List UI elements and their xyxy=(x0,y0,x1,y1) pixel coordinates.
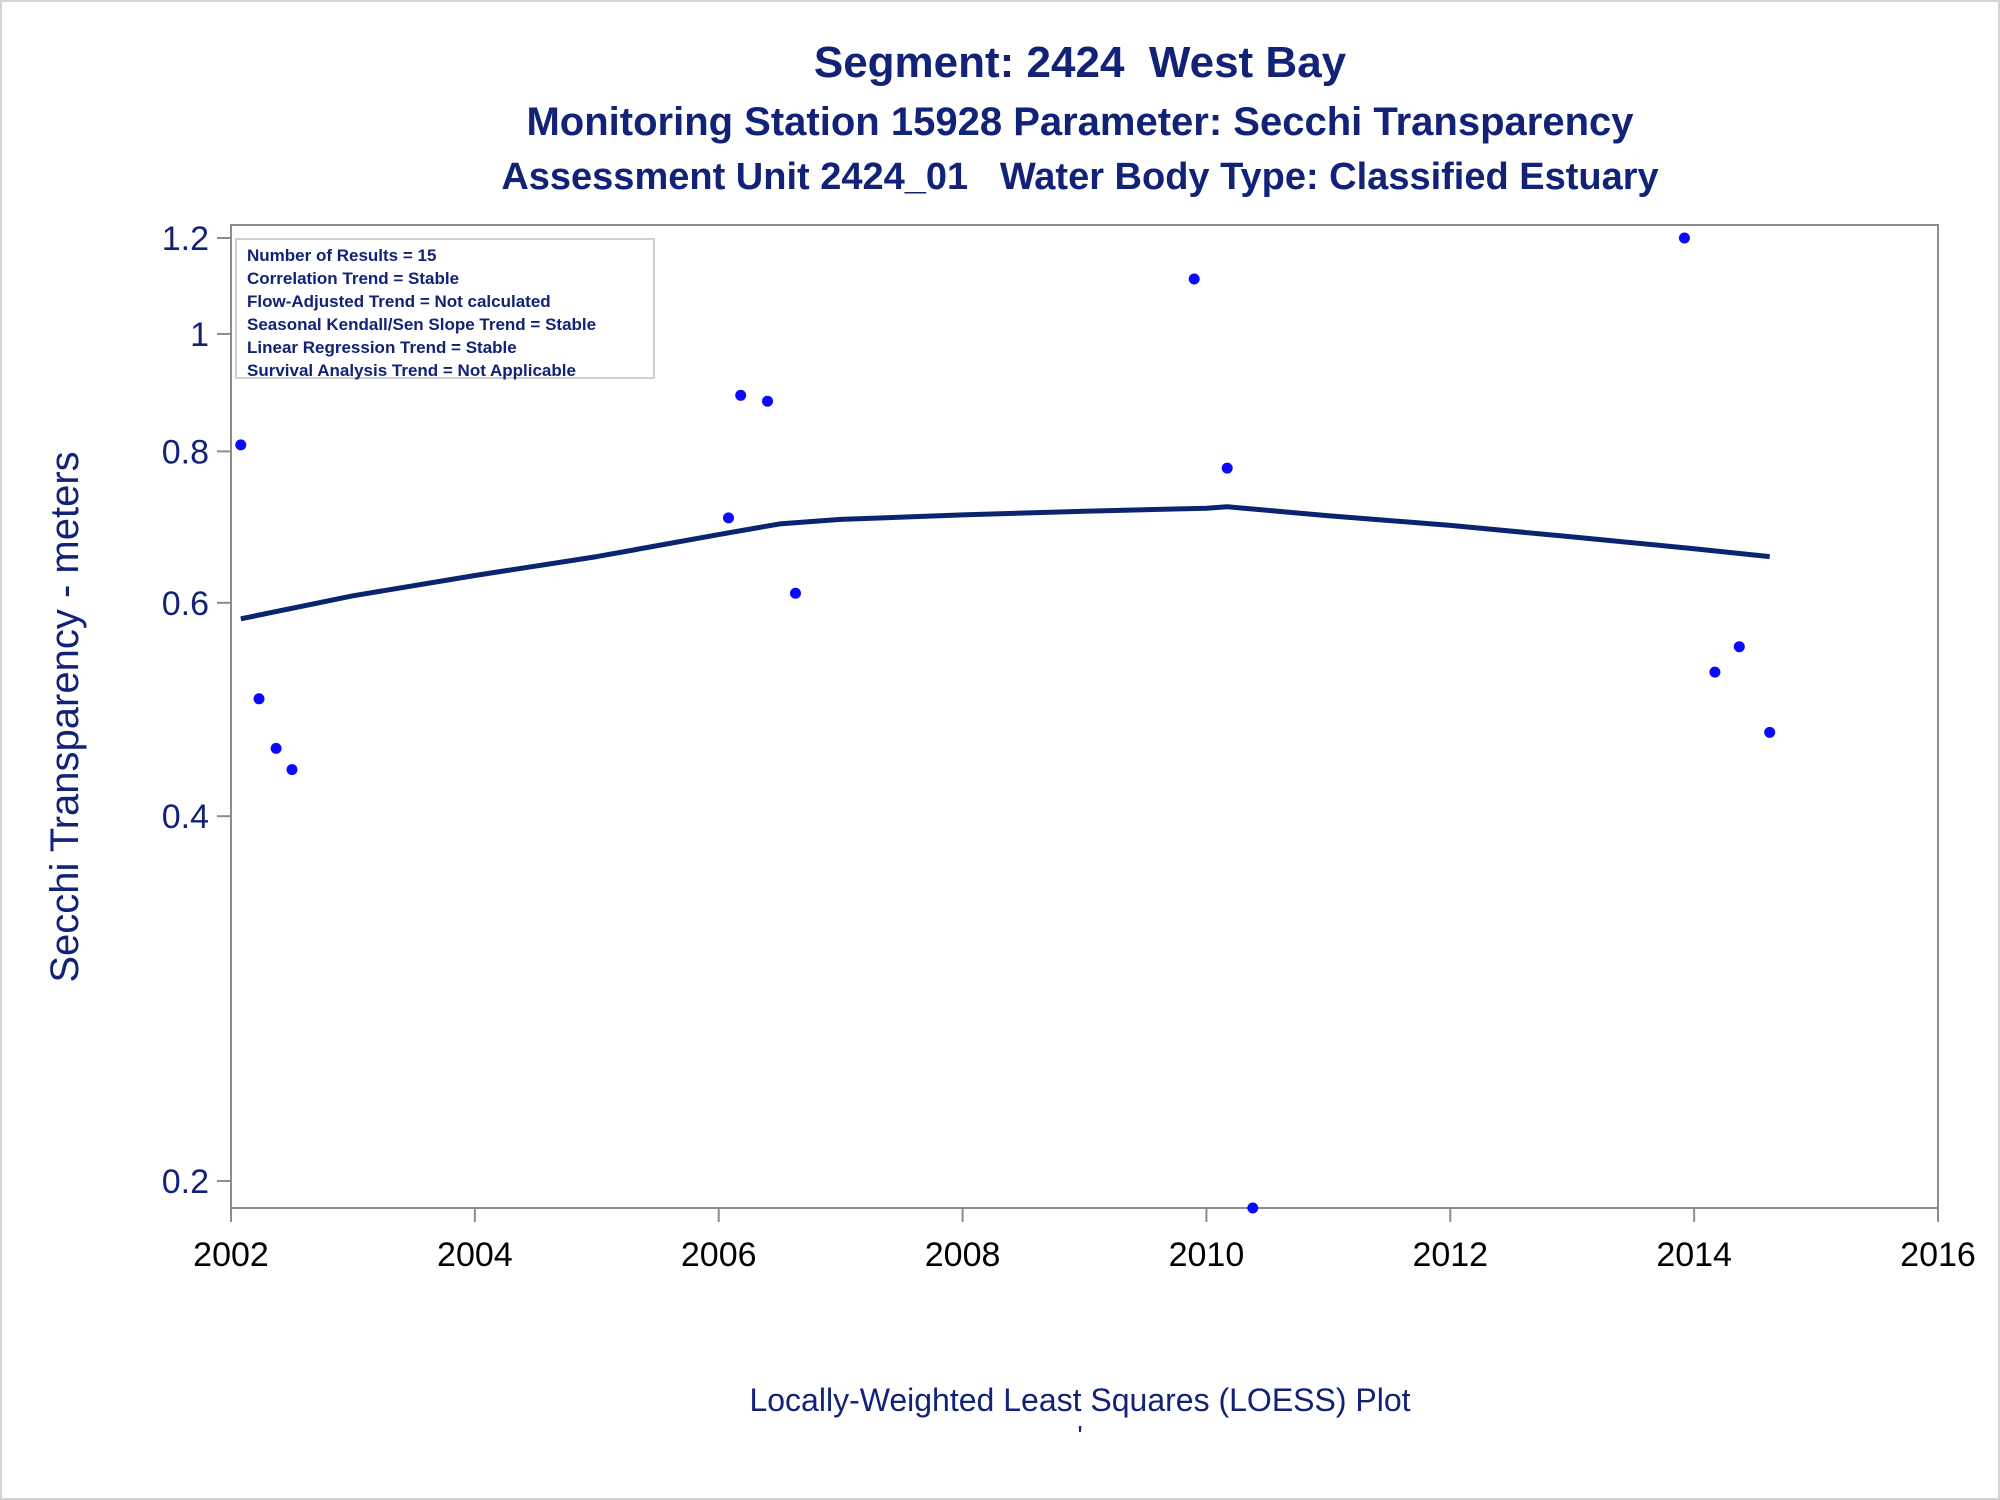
data-point xyxy=(735,389,747,401)
x-tick-label: 2004 xyxy=(437,1236,513,1274)
chart-title: Segment: 2424 West Bay xyxy=(813,38,1347,87)
data-point xyxy=(1733,641,1745,653)
chart-subtitle-station: Monitoring Station 15928 Parameter: Secc… xyxy=(526,100,1634,144)
y-tick-label: 1.2 xyxy=(162,220,209,258)
stats-line: Flow-Adjusted Trend = Not calculated xyxy=(247,292,551,311)
y-axis: 0.2 0.4 0.6 0.8 1 1.2 xyxy=(162,220,231,1201)
data-point xyxy=(1221,462,1233,474)
data-point xyxy=(1188,273,1200,285)
x-tick-label: 2014 xyxy=(1656,1236,1732,1274)
stats-line: Linear Regression Trend = Stable xyxy=(247,338,517,357)
trend-stats-legend: Number of Results = 15 Correlation Trend… xyxy=(235,238,655,380)
plot-area xyxy=(230,224,1939,1209)
x-tick-label: 2012 xyxy=(1412,1236,1488,1274)
data-point xyxy=(270,742,282,754)
y-tick-label: 1 xyxy=(190,316,209,354)
y-tick-label: 0.4 xyxy=(162,798,209,836)
x-axis: 2002 2004 2006 2008 2010 2012 2014 2016 xyxy=(193,1208,1976,1274)
data-point xyxy=(1678,232,1690,244)
loess-line xyxy=(240,504,1770,622)
footnote: Locally-Weighted Least Squares (LOESS) P… xyxy=(749,1382,1411,1418)
y-tick-label: 0.6 xyxy=(162,585,209,623)
y-axis-label: Secchi Transparency - meters xyxy=(43,451,87,982)
stats-line: Seasonal Kendall/Sen Slope Trend = Stabl… xyxy=(247,315,597,334)
stats-line: Number of Results = 15 xyxy=(247,246,437,265)
data-point xyxy=(1709,666,1721,678)
data-point xyxy=(235,439,247,451)
footnote-mark: ' xyxy=(1077,1420,1083,1451)
y-tick-label: 0.8 xyxy=(162,433,209,471)
data-point xyxy=(723,512,734,524)
x-tick-label: 2006 xyxy=(681,1236,757,1274)
stats-line: Correlation Trend = Stable xyxy=(247,269,460,288)
data-point xyxy=(762,395,773,407)
data-point xyxy=(790,587,801,599)
chart-subtitle-assessment: Assessment Unit 2424_01 Water Body Type:… xyxy=(501,156,1659,198)
x-tick-label: 2010 xyxy=(1169,1236,1245,1274)
x-tick-label: 2016 xyxy=(1900,1236,1976,1274)
data-point xyxy=(286,764,298,776)
x-tick-label: 2002 xyxy=(193,1236,269,1274)
stats-line: Survival Analysis Trend = Not Applicable xyxy=(247,361,576,380)
data-point xyxy=(253,693,265,705)
series-layer xyxy=(235,232,1776,1214)
y-tick-label: 0.2 xyxy=(162,1163,209,1201)
data-point xyxy=(1764,726,1776,738)
x-tick-label: 2008 xyxy=(925,1236,1001,1274)
data-point xyxy=(1247,1202,1259,1214)
